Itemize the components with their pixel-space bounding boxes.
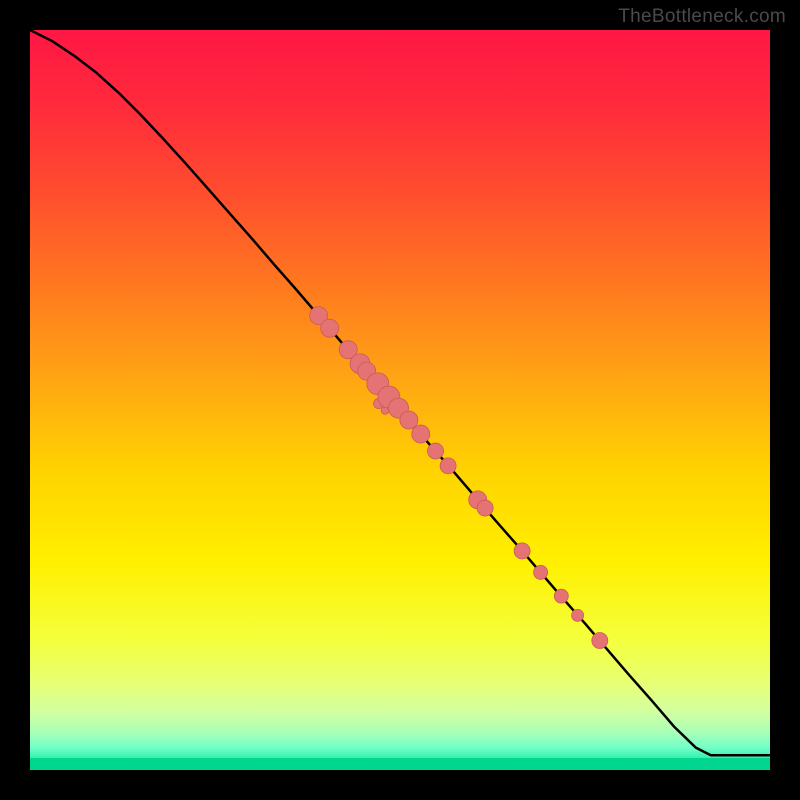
marker-dot — [440, 458, 456, 474]
marker-dot — [554, 589, 568, 603]
bottom-green-band — [30, 758, 770, 770]
marker-dot — [321, 319, 339, 337]
chart-svg — [30, 30, 770, 770]
chart-root: TheBottleneck.com — [0, 0, 800, 800]
marker-dot — [412, 425, 430, 443]
marker-dot — [428, 443, 444, 459]
marker-dot — [514, 543, 530, 559]
marker-dot — [400, 411, 418, 429]
marker-dot — [572, 609, 584, 621]
marker-dot — [592, 633, 608, 649]
marker-dot — [477, 500, 493, 516]
plot-area — [30, 30, 770, 770]
marker-dot — [534, 565, 548, 579]
watermark-text: TheBottleneck.com — [618, 6, 786, 28]
